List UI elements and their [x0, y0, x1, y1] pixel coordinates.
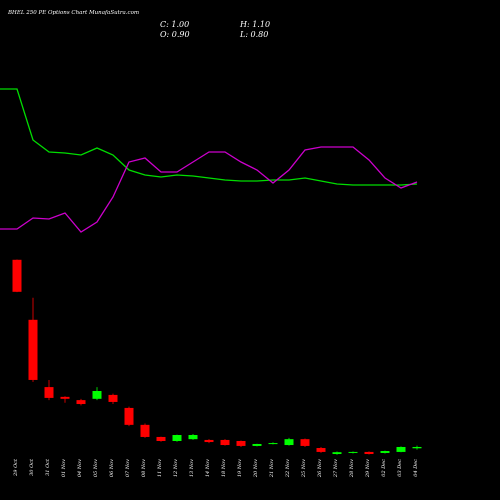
ohlc-label: O: 0.90	[160, 30, 190, 39]
x-tick-label: 29 Nov	[365, 459, 371, 478]
x-tick-label: 05 Nov	[93, 459, 99, 477]
x-tick-label: 19 Nov	[237, 459, 243, 477]
x-tick-label: 11 Nov	[157, 459, 163, 477]
candle-body	[140, 424, 150, 437]
candle-body	[188, 435, 198, 440]
candle-body	[156, 436, 166, 441]
x-tick-label: 20 Nov	[253, 459, 259, 478]
candle-body	[396, 446, 406, 452]
candle-body	[124, 407, 134, 425]
candle-body	[380, 451, 390, 453]
x-tick-label: 12 Nov	[173, 459, 179, 477]
x-tick-label: 28 Nov	[349, 459, 355, 478]
candle-body	[204, 439, 214, 443]
x-tick-label: 22 Nov	[285, 459, 291, 478]
indicator-line	[0, 88, 418, 186]
candle-body	[332, 452, 342, 455]
candle-body	[76, 400, 86, 405]
x-tick-label: 27 Nov	[333, 459, 339, 478]
x-tick-label: 29 Oct	[13, 458, 19, 477]
candle-body	[300, 439, 310, 446]
candle-body	[220, 439, 230, 446]
candle-body	[268, 443, 278, 445]
candle-body	[28, 319, 38, 380]
candle-body	[412, 446, 422, 449]
ohlc-label: C: 1.00	[160, 20, 189, 29]
x-tick-label: 07 Nov	[125, 459, 131, 477]
x-tick-label: 13 Nov	[189, 459, 195, 477]
x-tick-label: 18 Nov	[221, 459, 227, 477]
x-tick-label: 30 Oct	[29, 458, 35, 476]
candle-body	[348, 451, 358, 453]
candle-body	[60, 396, 70, 399]
candle-body	[236, 440, 246, 446]
candle-body	[364, 451, 374, 455]
ohlc-label: H: 1.10	[239, 20, 270, 29]
candle-body	[12, 259, 22, 292]
ohlc-label: L: 0.80	[239, 30, 268, 39]
x-tick-label: 01 Nov	[61, 459, 67, 477]
x-tick-label: 04 Dec	[413, 459, 419, 477]
candle-body	[44, 387, 54, 398]
x-tick-label: 03 Dec	[397, 459, 403, 477]
x-tick-label: 25 Nov	[301, 459, 307, 478]
x-tick-label: 04 Nov	[77, 459, 83, 477]
x-tick-label: 21 Nov	[269, 459, 275, 478]
x-tick-label: 26 Nov	[317, 459, 323, 478]
candle-body	[108, 394, 118, 402]
x-tick-label: 31 Oct	[45, 458, 51, 476]
x-tick-label: 14 Nov	[205, 459, 211, 477]
candle-body	[284, 439, 294, 446]
candle-body	[172, 435, 182, 441]
x-tick-label: 06 Nov	[109, 459, 115, 477]
chart-title: BHEL 250 PE Options Chart MunafaSutra.co…	[7, 10, 139, 16]
candle-body	[252, 443, 262, 446]
x-tick-label: 02 Dec	[381, 459, 387, 477]
candle-body	[316, 448, 326, 452]
candle-body	[92, 391, 102, 399]
indicator-line	[0, 146, 418, 233]
x-tick-label: 08 Nov	[141, 459, 147, 477]
